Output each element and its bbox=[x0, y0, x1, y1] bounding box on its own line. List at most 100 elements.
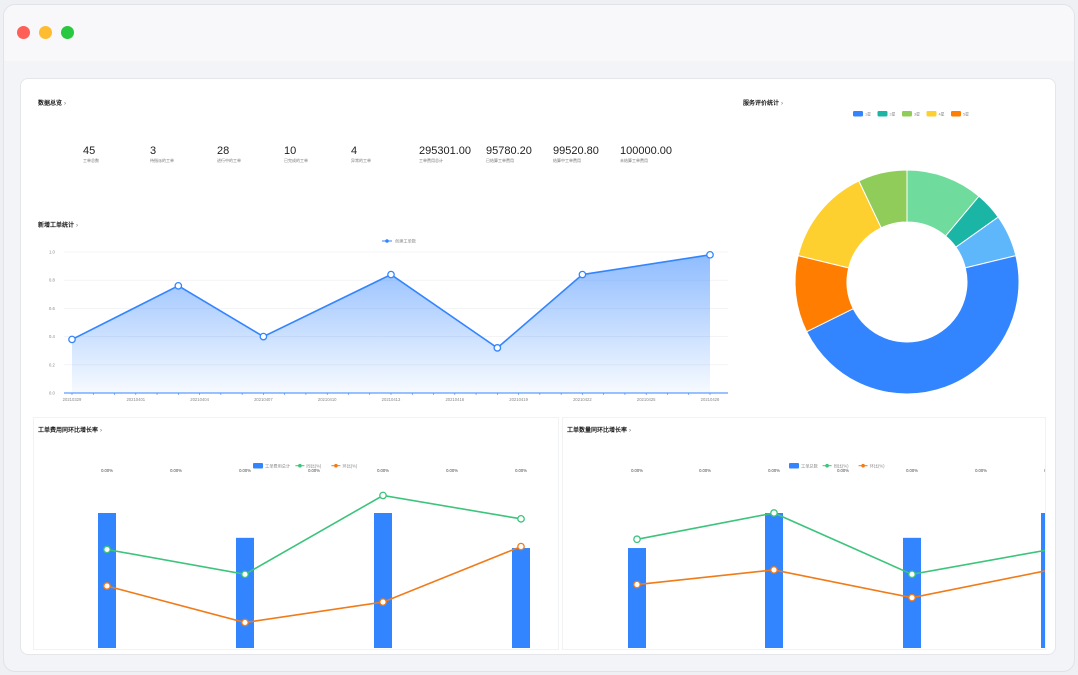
data-point bbox=[103, 582, 111, 590]
bar bbox=[374, 513, 392, 648]
stat-item: 28 进行中的工单 bbox=[217, 145, 241, 164]
y-tick-label: 0.4 bbox=[49, 334, 55, 339]
stat-value: 3 bbox=[150, 145, 157, 157]
percent-label: 0.00% bbox=[631, 468, 643, 473]
stat-label: 工单费用总计 bbox=[419, 158, 443, 163]
data-point bbox=[379, 491, 387, 500]
cost-growth-title-text: 工单费用同环比增长率 bbox=[38, 428, 99, 434]
data-point bbox=[517, 514, 525, 523]
legend-label: 同比(%) bbox=[834, 463, 849, 470]
stat-item: 100000.00 未结算工单费用 bbox=[620, 145, 672, 164]
count-growth-chart: 00.00%0.00%0.00%0.00%0.00%0.00%0.00%2020… bbox=[628, 463, 1045, 648]
area-fill bbox=[72, 254, 710, 393]
bar bbox=[765, 513, 783, 648]
stat-value: 28 bbox=[217, 145, 230, 157]
stat-label: 已完成的工单 bbox=[284, 158, 308, 163]
stat-value: 99520.80 bbox=[553, 145, 599, 157]
data-point bbox=[578, 270, 587, 279]
bar bbox=[98, 513, 116, 648]
stat-label: 结算中工单费用 bbox=[553, 158, 581, 163]
data-point bbox=[259, 332, 268, 341]
stat-label: 工单总数 bbox=[83, 158, 99, 163]
x-tick-label: 20210404 bbox=[190, 397, 209, 402]
data-point bbox=[241, 570, 249, 579]
data-point bbox=[174, 281, 183, 290]
stat-item: 99520.80 结算中工单费用 bbox=[553, 145, 599, 164]
data-point bbox=[517, 542, 525, 551]
legend-swatch bbox=[902, 111, 912, 117]
legend-swatch bbox=[926, 111, 937, 117]
percent-label: 0.00% bbox=[308, 468, 320, 473]
y-tick-label: 0.8 bbox=[49, 278, 55, 283]
legend-marker bbox=[861, 463, 865, 468]
percent-label: 0.00% bbox=[239, 468, 251, 473]
maximize-window-button[interactable] bbox=[61, 26, 74, 39]
percent-label: 0.00% bbox=[906, 468, 918, 473]
y-tick-label: 0.2 bbox=[49, 362, 55, 367]
x-tick-label: 20210401 bbox=[126, 397, 145, 402]
cost-growth-chart: 00.00%0.00%0.00%0.00%0.00%0.00%0.00%2020… bbox=[98, 463, 530, 648]
legend-label: 3星 bbox=[914, 112, 920, 117]
percent-label: 0.00% bbox=[377, 468, 389, 473]
stat-label: 未结算工单费用 bbox=[620, 158, 648, 163]
x-tick-label: 20210419 bbox=[509, 397, 528, 402]
y-tick-label: 1.0 bbox=[49, 250, 55, 255]
rating-title-text: 服务评价统计 bbox=[743, 101, 780, 107]
cost-growth-title[interactable]: 工单费用同环比增长率 › bbox=[38, 425, 102, 434]
stat-value: 95780.20 bbox=[486, 145, 532, 157]
rating-title[interactable]: 服务评价统计 › bbox=[743, 98, 783, 107]
chevron-right-icon: › bbox=[64, 101, 67, 107]
series-line bbox=[636, 569, 1045, 599]
chevron-right-icon: › bbox=[629, 428, 632, 434]
stat-item: 95780.20 已结算工单费用 bbox=[486, 145, 532, 164]
percent-label: 0.00% bbox=[1044, 468, 1045, 473]
stat-value: 45 bbox=[83, 145, 96, 157]
legend-swatch bbox=[951, 111, 961, 117]
percent-label: 0.00% bbox=[975, 468, 987, 473]
series-line bbox=[106, 545, 522, 624]
bar bbox=[628, 548, 646, 648]
stat-item: 4 异常的工单 bbox=[351, 145, 371, 164]
count-growth-title[interactable]: 工单数量同环比增长率 › bbox=[567, 425, 631, 434]
legend-label: 工单费用总计 bbox=[265, 463, 290, 470]
stat-value: 100000.00 bbox=[620, 145, 672, 157]
legend-marker bbox=[298, 463, 302, 468]
data-point bbox=[633, 535, 641, 544]
legend-swatch bbox=[853, 111, 863, 117]
stat-label: 异常的工单 bbox=[351, 158, 371, 163]
new-orders-title-text: 新增工单统计 bbox=[38, 223, 75, 229]
x-tick-label: 20210329 bbox=[63, 397, 82, 402]
y-tick-label: 0.6 bbox=[49, 306, 55, 311]
new-orders-title[interactable]: 新增工单统计 › bbox=[38, 220, 78, 229]
data-point bbox=[387, 270, 395, 279]
legend-label: 环比(%) bbox=[870, 463, 885, 470]
overview-title[interactable]: 数据总览 › bbox=[38, 98, 66, 107]
percent-label: 0.00% bbox=[699, 468, 711, 473]
stat-item: 10 已完成的工单 bbox=[284, 145, 308, 164]
close-window-button[interactable] bbox=[17, 26, 30, 39]
legend-marker bbox=[385, 239, 389, 243]
data-point bbox=[706, 250, 714, 259]
x-tick-label: 20210425 bbox=[637, 397, 656, 402]
data-point bbox=[379, 598, 387, 606]
count-growth-title-text: 工单数量同环比增长率 bbox=[567, 428, 628, 434]
data-point bbox=[493, 344, 502, 352]
data-point bbox=[770, 566, 778, 574]
x-tick-label: 20210428 bbox=[701, 397, 720, 402]
data-point bbox=[241, 618, 249, 627]
donut-slice bbox=[805, 254, 1020, 395]
legend-label: 创建工单数 bbox=[395, 238, 417, 245]
legend-label: 工单总数 bbox=[801, 463, 819, 470]
percent-label: 0.00% bbox=[101, 468, 113, 473]
legend-swatch bbox=[789, 463, 799, 469]
data-point bbox=[770, 509, 778, 517]
data-point bbox=[103, 545, 111, 554]
x-tick-label: 20210407 bbox=[254, 397, 273, 402]
percent-label: 0.00% bbox=[837, 468, 849, 473]
bar bbox=[1041, 513, 1045, 648]
minimize-window-button[interactable] bbox=[39, 26, 52, 39]
data-point bbox=[68, 335, 76, 344]
data-point bbox=[908, 570, 916, 579]
y-tick-label: 0.0 bbox=[49, 391, 55, 396]
stat-value: 10 bbox=[284, 145, 297, 157]
